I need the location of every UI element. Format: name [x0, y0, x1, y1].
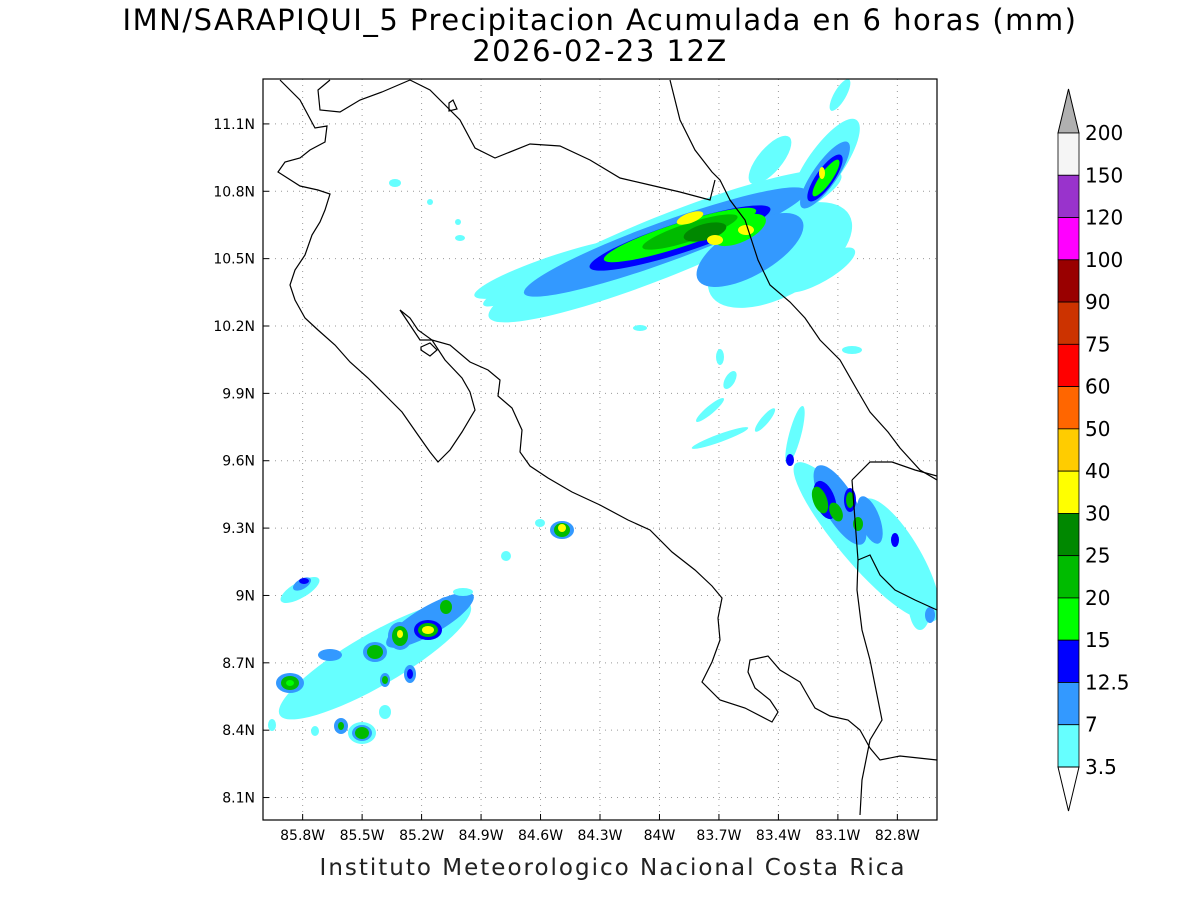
lon-tick-label: 83.4W — [756, 828, 801, 844]
colorbar-swatch — [1057, 513, 1080, 557]
lon-tick-label: 84.3W — [577, 828, 622, 844]
colorbar-swatch — [1057, 174, 1080, 218]
map-title: IMN/SARAPIQUI_5 Precipitacion Acumulada … — [122, 3, 1078, 37]
footer-credit: Instituto Meteorologico Nacional Costa R… — [319, 855, 907, 881]
colorbar-label: 25 — [1085, 544, 1110, 568]
colorbar-label: 30 — [1085, 501, 1110, 525]
map-plot-area — [263, 79, 937, 820]
colorbar-swatch — [1057, 132, 1080, 176]
colorbar-swatch — [1057, 555, 1080, 599]
colorbar-swatch — [1057, 682, 1080, 726]
precip-band-southeast — [786, 454, 937, 630]
colorbar-swatch — [1057, 597, 1080, 641]
colorbar-swatch — [1057, 217, 1080, 261]
nicoya-island — [420, 342, 438, 357]
colorbar-label: 20 — [1085, 586, 1110, 610]
longitude-axis: 85.8W 85.5W 85.2W 84.9W 84.6W 84.3W 84W 83.7W 83… — [280, 814, 920, 844]
precip-cells-central — [389, 179, 862, 561]
nicaragua-pacific-coast — [277, 79, 476, 463]
nicaragua-costa-rica-border — [409, 79, 716, 201]
lat-tick-label: 10.2N — [213, 319, 255, 335]
precipitation-field — [268, 79, 937, 744]
lat-tick-label: 8.4N — [222, 723, 255, 739]
nicoya-gulf-coast — [399, 309, 937, 761]
colorbar-label: 60 — [1085, 375, 1110, 399]
colorbar-label: 15 — [1085, 628, 1110, 652]
lat-tick-label: 11.1N — [213, 117, 255, 133]
colorbar-swatch — [1057, 301, 1080, 345]
colorbar-label: 150 — [1085, 163, 1123, 187]
colorbar-label: 100 — [1085, 248, 1123, 272]
osa-peninsula — [857, 554, 937, 611]
colorbar-label: 3.5 — [1085, 755, 1117, 779]
coastlines-borders — [277, 79, 937, 816]
colorbar-label: 40 — [1085, 459, 1110, 483]
lon-tick-label: 84W — [644, 828, 676, 844]
lat-tick-label: 10.5N — [213, 252, 255, 268]
colorbar-swatch — [1057, 343, 1080, 388]
colorbar-top-arrow — [1057, 88, 1080, 134]
lon-tick-label: 83.1W — [815, 828, 860, 844]
map-subtitle-datetime: 2026-02-23 12Z — [472, 34, 728, 68]
small-island — [448, 99, 458, 112]
colorbar-swatch — [1057, 724, 1080, 768]
panama-border — [851, 461, 937, 816]
colorbar-label: 90 — [1085, 290, 1110, 314]
lon-tick-label: 85.2W — [399, 828, 444, 844]
lon-tick-label: 84.9W — [459, 828, 504, 844]
lon-tick-label: 82.8W — [875, 828, 920, 844]
colorbar-swatch — [1057, 259, 1080, 303]
colorbar-label: 200 — [1085, 121, 1123, 145]
colorbar-swatch — [1057, 428, 1080, 472]
colorbar-bottom-arrow — [1057, 766, 1080, 812]
colorbar-swatch — [1057, 639, 1080, 683]
lat-tick-label: 9N — [236, 588, 255, 604]
colorbar-label: 120 — [1085, 206, 1123, 230]
colorbar-label: 12.5 — [1085, 670, 1130, 694]
colorbar-label: 50 — [1085, 417, 1110, 441]
lat-tick-label: 9.6N — [222, 454, 255, 470]
precip-band-north — [474, 79, 860, 323]
colorbar-swatch — [1057, 470, 1080, 514]
colorbar-label: 75 — [1085, 332, 1110, 356]
lon-tick-label: 83.7W — [696, 828, 741, 844]
caribbean-coast — [669, 79, 937, 481]
colorbar-label: 7 — [1085, 713, 1098, 737]
lat-tick-label: 9.9N — [222, 386, 255, 402]
colorbar-legend: 200 150 120 100 90 75 60 50 40 30 25 20 15 12.5 7 3.5 — [1057, 88, 1130, 812]
lat-tick-label: 9.3N — [222, 521, 255, 537]
lake-nicaragua — [317, 79, 411, 113]
latitude-axis: 11.1N 10.8N 10.5N 10.2N 9.9N 9.6N 9.3N 9N 8.7N 8.… — [213, 117, 269, 807]
lon-tick-label: 85.8W — [280, 828, 325, 844]
lat-tick-label: 10.8N — [213, 184, 255, 200]
lon-tick-label: 85.5W — [340, 828, 385, 844]
lat-tick-label: 8.1N — [222, 791, 255, 807]
precip-cells-pacific — [268, 577, 474, 744]
lat-tick-label: 8.7N — [222, 656, 255, 672]
colorbar-swatch — [1057, 386, 1080, 430]
lon-tick-label: 84.6W — [518, 828, 563, 844]
